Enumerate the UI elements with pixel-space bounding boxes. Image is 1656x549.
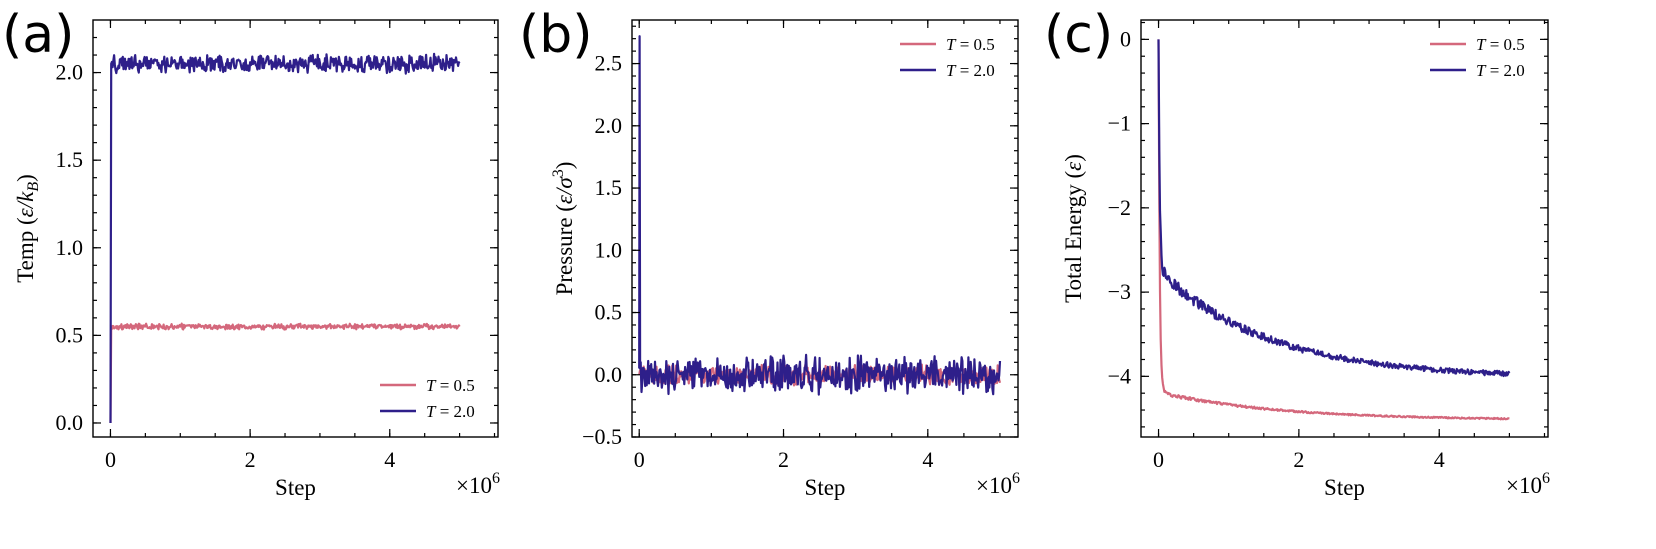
y-tick-label: 2.0	[56, 60, 84, 85]
y-axis-label: Total Energy (ε)	[1061, 154, 1086, 303]
x-tick-label: 2	[778, 447, 789, 472]
y-axis-label: Pressure (ε/σ3)	[550, 162, 577, 296]
y-tick-label: −1	[1108, 111, 1131, 136]
y-tick-label: 0.0	[595, 362, 623, 387]
y-tick-label: −0.5	[582, 424, 622, 449]
legend-label: T = 2.0	[426, 402, 475, 421]
y-tick-label: 0.5	[595, 300, 623, 325]
y-tick-label: 2.5	[595, 51, 623, 76]
x-tick-label: 4	[1434, 447, 1445, 472]
legend-label: T = 2.0	[946, 61, 995, 80]
series-line-0	[109, 322, 461, 424]
x-tick-label: 4	[384, 447, 395, 472]
x-axis-multiplier: ×106	[1506, 470, 1550, 498]
legend-label: T = 2.0	[1476, 61, 1525, 80]
x-tick-label: 2	[1293, 447, 1304, 472]
y-tick-label: 0.0	[56, 410, 84, 435]
series-group	[638, 35, 1002, 396]
y-tick-label: 1.5	[595, 175, 623, 200]
legend-label: T = 0.5	[426, 376, 475, 395]
y-tick-label: 1.0	[56, 235, 84, 260]
chart-panel-b: (b) 0 2 4 −0.5 0.0 0.5 1.0 1.5 2.0 2.5 Step ×106 Pres…	[519, 5, 1020, 500]
y-axis-label: Temp (ε/kB)	[13, 174, 42, 283]
y-tick-label: 1.0	[595, 237, 623, 262]
y-tick-label: 1.5	[56, 147, 84, 172]
axes-frame	[1140, 19, 1549, 438]
legend: T = 0.5 T = 2.0	[900, 35, 995, 80]
legend-label: T = 0.5	[946, 35, 995, 54]
y-tick-label: −2	[1108, 195, 1131, 220]
x-tick-label: 2	[245, 447, 256, 472]
panel-letter: (c)	[1044, 5, 1113, 65]
series-line-0	[1157, 39, 1510, 421]
series-line-1	[1157, 39, 1511, 378]
series-group	[109, 52, 461, 424]
x-axis-label: Step	[275, 475, 316, 500]
y-tick-label: −4	[1108, 363, 1131, 388]
x-axis-label: Step	[805, 475, 846, 500]
x-tick-label: 4	[922, 447, 933, 472]
y-tick-label: 2.0	[595, 113, 623, 138]
x-axis-multiplier: ×106	[976, 470, 1020, 498]
axes-frame	[631, 19, 1019, 438]
axes-frame	[92, 19, 499, 438]
chart-panel-a: (a) 0 2 4 0.0 0.5 1.0 1.5 2.0 Step ×106 Temp (ε/kB)…	[2, 5, 500, 500]
y-tick-label: 0.5	[56, 322, 84, 347]
chart-panel-c: (c) 0 2 4 0 −1 −2 −3 −4 Step ×106 Total Energy (ε) T…	[1044, 5, 1550, 500]
legend: T = 0.5 T = 2.0	[1430, 35, 1525, 80]
legend-label: T = 0.5	[1476, 35, 1525, 54]
x-axis-label: Step	[1324, 475, 1365, 500]
x-tick-label: 0	[634, 447, 645, 472]
y-tick-label: −3	[1108, 279, 1131, 304]
x-tick-label: 0	[1153, 447, 1164, 472]
panel-letter: (a)	[2, 5, 74, 65]
panel-letter: (b)	[519, 5, 593, 65]
series-line-1	[638, 35, 1002, 396]
y-tick-label: 0	[1120, 26, 1131, 51]
series-line-1	[109, 52, 461, 424]
series-group	[1157, 39, 1511, 421]
x-axis-multiplier: ×106	[456, 470, 500, 498]
legend: T = 0.5 T = 2.0	[380, 376, 475, 421]
x-tick-label: 0	[105, 447, 116, 472]
